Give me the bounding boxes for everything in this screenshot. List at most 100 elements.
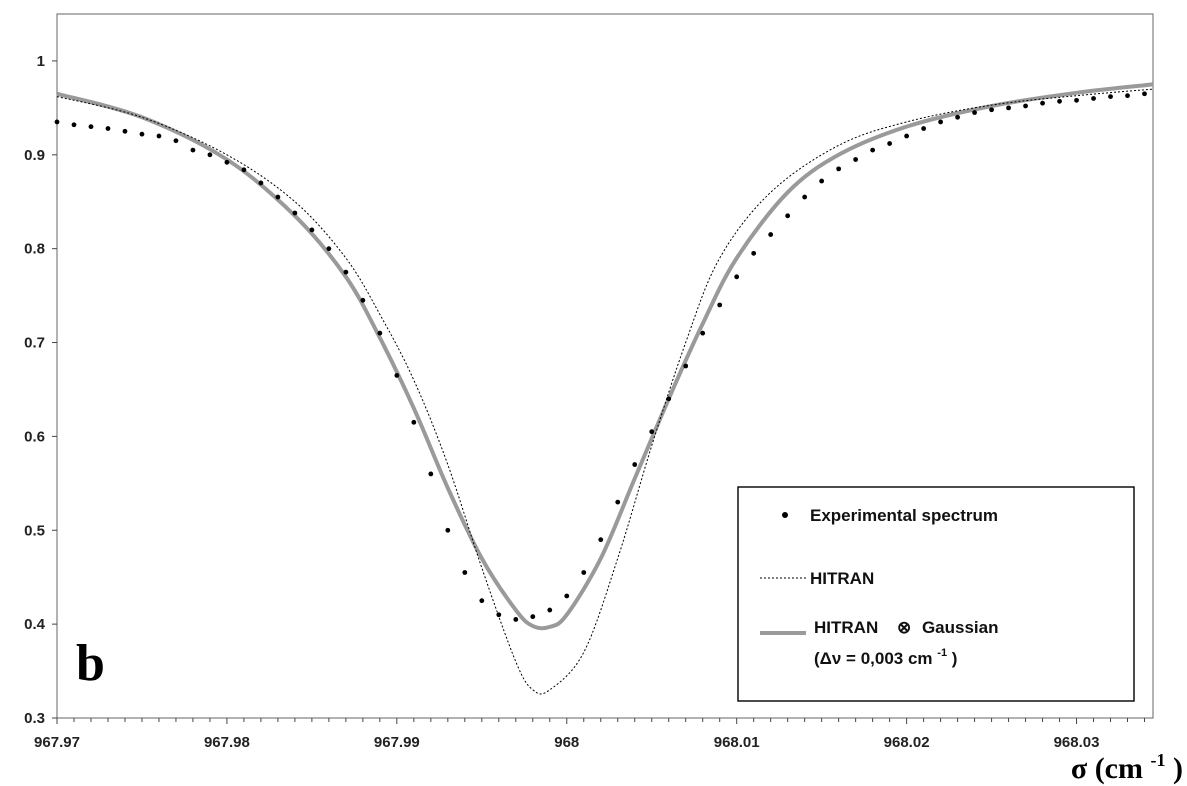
experimental-data-point: [326, 246, 332, 252]
legend-convolved-gaussian: Gaussian: [922, 618, 999, 637]
experimental-data-point: [938, 119, 943, 125]
experimental-data-point: [139, 131, 145, 137]
experimental-data-point: [887, 141, 893, 146]
experimental-data-point: [207, 152, 213, 158]
experimental-data-point: [734, 274, 740, 280]
experimental-data-point: [921, 126, 927, 131]
y-tick-label: 0.4: [24, 616, 46, 633]
experimental-data-point: [581, 570, 587, 575]
x-tick-label: 968.02: [884, 734, 930, 751]
series-layer: [54, 82, 1154, 695]
experimental-data-point: [88, 124, 94, 130]
x-tick-label: 967.98: [204, 734, 250, 751]
experimental-data-point: [1023, 103, 1028, 109]
experimental-data-point: [479, 598, 485, 604]
experimental-data-point: [105, 126, 111, 131]
panel-label: b: [76, 635, 105, 692]
x-axis-label-sup: -1: [1151, 750, 1166, 770]
experimental-data-point: [632, 462, 638, 467]
hitran-gaussian-line: [56, 82, 1154, 631]
experimental-data-point: [683, 363, 689, 369]
experimental-data-point: [870, 147, 876, 153]
experimental-data-point: [258, 180, 264, 186]
experimental-data-point: [343, 269, 349, 275]
experimental-data-point: [802, 194, 808, 200]
experimental-data-point: [547, 607, 553, 613]
x-axis-label-main: σ (cm: [1071, 752, 1143, 785]
experimental-data-point: [955, 114, 960, 120]
experimental-data-point: [275, 194, 281, 200]
x-tick-label: 968: [554, 734, 579, 751]
experimental-data-point: [1006, 105, 1011, 111]
experimental-data-point: [1074, 97, 1079, 103]
experimental-data-point: [700, 330, 706, 336]
experimental-data-point: [785, 213, 791, 219]
legend-convolved-hitran: HITRAN: [814, 618, 878, 637]
legend-convolved-delta: (Δν = 0,003 cm: [814, 649, 933, 668]
experimental-data-point: [853, 157, 859, 162]
experimental-data-point: [989, 107, 994, 113]
legend-convolved-close: ): [952, 649, 958, 668]
experimental-data-point: [836, 166, 842, 172]
experimental-data-point: [819, 178, 825, 184]
experimental-data-point: [598, 537, 604, 543]
experimental-data-point: [309, 227, 315, 233]
experimental-data-point: [190, 147, 196, 153]
experimental-data-point: [292, 210, 298, 216]
legend-convolved-sup: -1: [937, 647, 947, 659]
experimental-data-point: [462, 570, 468, 575]
x-tick-label: 968.01: [714, 734, 760, 751]
experimental-data-point: [71, 122, 77, 128]
hitran-line: [56, 88, 1154, 695]
experimental-data-point: [122, 128, 128, 134]
legend-convolved-otimes: ⊗: [897, 618, 911, 637]
y-tick-label: 1: [37, 53, 45, 70]
x-tick-label: 968.03: [1054, 734, 1100, 751]
experimental-data-point: [360, 297, 366, 303]
x-axis-label-close: ): [1173, 752, 1183, 785]
experimental-data-point: [224, 159, 230, 165]
experimental-data-point: [1125, 93, 1130, 99]
experimental-data-point: [530, 614, 536, 620]
experimental-data-point: [717, 302, 723, 308]
legend-box: [737, 486, 1135, 702]
x-tick-label: 967.99: [374, 734, 420, 751]
legend-hitran-label: HITRAN: [810, 569, 874, 588]
experimental-data-point: [394, 372, 400, 378]
y-axis-ticks: 0.3 0.4 0.5 0.6 0.7 0.8 0.9 1: [24, 53, 57, 727]
experimental-data-point: [496, 612, 502, 618]
x-axis-ticks: 967.97 967.98 967.99 968 968.01 968.02 968.03: [34, 718, 1146, 751]
experimental-data-point: [666, 396, 672, 402]
experimental-data-point: [1091, 96, 1096, 101]
experimental-data-point: [445, 527, 451, 533]
experimental-data-point: [904, 133, 910, 139]
experimental-data-point: [1040, 100, 1045, 106]
experimental-data-point: [615, 499, 621, 505]
y-tick-label: 0.3: [24, 710, 45, 727]
y-tick-label: 0.7: [24, 335, 45, 352]
legend-experimental-label: Experimental spectrum: [810, 506, 998, 525]
legend-convolved-label-line1: HITRAN ⊗ Gaussian: [814, 618, 998, 637]
experimental-data-point: [751, 250, 757, 256]
y-tick-label: 0.6: [24, 428, 45, 445]
experimental-data-point: [428, 471, 434, 477]
x-axis-label: σ (cm -1 ): [1071, 740, 1183, 785]
experimental-data-point: [1057, 98, 1062, 104]
experimental-data-point: [173, 138, 179, 144]
x-tick-label: 967.97: [34, 734, 80, 751]
y-tick-label: 0.5: [24, 522, 45, 539]
experimental-data-point: [1142, 91, 1147, 97]
experimental-data-point: [54, 119, 60, 125]
y-tick-label: 0.8: [24, 241, 45, 258]
experimental-data-point: [241, 167, 247, 173]
legend-convolved-label-line2: (Δν = 0,003 cm -1 ): [814, 641, 957, 668]
experimental-data-point: [1108, 94, 1113, 100]
legend-dot-marker: [782, 512, 788, 518]
legend: Experimental spectrum HITRAN HITRAN ⊗ Ga…: [737, 486, 1135, 702]
experimental-data-point: [649, 429, 655, 435]
experimental-data-point: [564, 593, 570, 599]
experimental-data-point: [513, 617, 519, 622]
experimental-data-point: [156, 133, 162, 139]
experimental-data-point: [972, 110, 977, 115]
